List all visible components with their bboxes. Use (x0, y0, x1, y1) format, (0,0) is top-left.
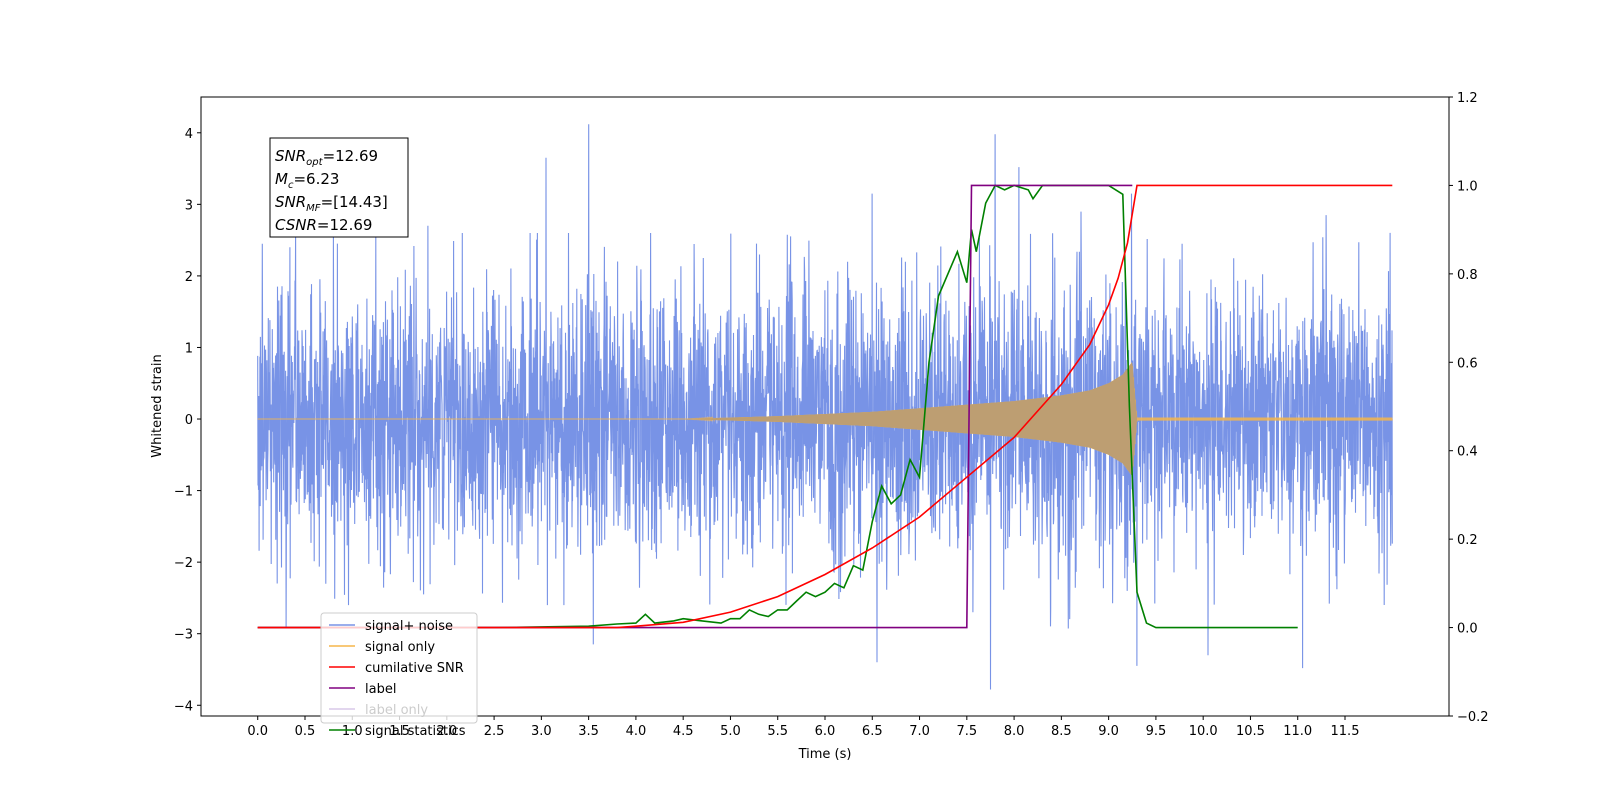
annotation-symbol: SNR (275, 193, 306, 211)
y-tick-label: 0 (185, 413, 193, 428)
y2-tick-label: 0.6 (1457, 356, 1478, 371)
x-tick-label: 10.0 (1189, 724, 1218, 739)
annotation-value: =12.69 (317, 216, 373, 234)
x-tick-label: 9.5 (1146, 724, 1167, 739)
annotation-symbol: CSNR (275, 216, 317, 234)
x-tick-label: 8.0 (1004, 724, 1025, 739)
y2-tick-label: 0.0 (1457, 622, 1478, 637)
annotation-line: SNRMF=[14.43] (275, 193, 388, 214)
x-tick-label: 3.5 (578, 724, 599, 739)
x-tick-label: 4.5 (673, 724, 694, 739)
x-tick-label: 2.5 (484, 724, 505, 739)
x-tick-label: 7.0 (909, 724, 930, 739)
x-tick-label: 2.0 (436, 724, 457, 739)
x-axis: 0.0 0.5 1.0 1.5 2.0 2.5 3.0 3.5 4.0 4.5 5.0 5.5 6.0 6… (247, 716, 1359, 739)
annotation-frame (269, 137, 409, 238)
y-tick-label: 1 (185, 341, 193, 356)
y-tick-label: 4 (185, 127, 193, 142)
x-tick-label: 6.5 (862, 724, 883, 739)
x-tick-label: 8.5 (1051, 724, 1072, 739)
y-tick-label: −4 (174, 699, 193, 714)
annotation-subscript: MF (306, 203, 321, 214)
legend-entry: label only (365, 703, 428, 718)
annotation-value: =[14.43] (321, 193, 388, 211)
x-tick-label: 1.0 (342, 724, 363, 739)
x-tick-label: 11.5 (1331, 724, 1360, 739)
y-tick-label: 3 (185, 198, 193, 213)
plot-area (257, 124, 1393, 690)
annotation-box: SNRopt=12.69Mc=6.23SNRMF=[14.43]CSNR=12.… (269, 137, 409, 238)
x-axis-label: Time (s) (798, 747, 852, 762)
y-tick-label: −1 (174, 485, 193, 500)
y-tick-label: −2 (174, 556, 193, 571)
y-axis-right: −0.2 0.0 0.2 0.4 0.6 0.8 1.0 1.2 (1449, 91, 1489, 725)
y-axis-label: Whitened strain (150, 354, 165, 457)
annotation-line: Mc=6.23 (275, 170, 339, 191)
annotation-value: =6.23 (293, 170, 339, 188)
annotation-line: CSNR=12.69 (275, 216, 372, 234)
legend-entry: label (365, 682, 396, 697)
y2-tick-label: 1.2 (1457, 91, 1478, 106)
legend: signal+ noise signal only cumilative SNR la… (320, 612, 478, 739)
y-tick-label: 2 (185, 270, 193, 285)
x-tick-label: 7.5 (956, 724, 977, 739)
y2-tick-label: −0.2 (1457, 710, 1489, 725)
x-tick-label: 11.0 (1283, 724, 1312, 739)
legend-frame (320, 612, 478, 724)
x-tick-label: 6.0 (815, 724, 836, 739)
legend-entry: signal statistics (365, 724, 466, 739)
x-tick-label: 1.5 (389, 724, 410, 739)
annotation-line: SNRopt=12.69 (275, 147, 378, 168)
y-axis-left: −4 −3 −2 −1 0 1 2 3 4 (174, 127, 201, 714)
y-tick-label: −3 (174, 628, 193, 643)
series-signal-only-fill (683, 363, 1137, 475)
y2-tick-label: 0.4 (1457, 445, 1478, 460)
y2-tick-label: 0.2 (1457, 533, 1478, 548)
annotation-symbol: M (275, 170, 288, 188)
series-cumilative-snr (257, 184, 1393, 629)
x-tick-label: 0.5 (295, 724, 316, 739)
x-tick-label: 4.0 (626, 724, 647, 739)
series-signal-noise (257, 124, 1393, 690)
annotation-subscript: c (288, 180, 294, 191)
legend-entry: signal only (365, 640, 435, 655)
annotation-value: =12.69 (323, 147, 379, 165)
legend-entry: signal+ noise (365, 619, 453, 634)
series-layer (257, 124, 1393, 690)
legend-entry: cumilative SNR (365, 661, 464, 676)
x-tick-label: 9.0 (1098, 724, 1119, 739)
x-tick-label: 10.5 (1236, 724, 1265, 739)
y2-tick-label: 1.0 (1457, 179, 1478, 194)
series-signal-statistics (257, 184, 1298, 629)
x-tick-label: 5.5 (767, 724, 788, 739)
annotation-symbol: SNR (275, 147, 306, 165)
y2-tick-label: 0.8 (1457, 268, 1478, 283)
annotation-subscript: opt (306, 157, 323, 168)
x-tick-label: 0.0 (247, 724, 268, 739)
x-tick-label: 3.0 (531, 724, 552, 739)
x-tick-label: 5.0 (720, 724, 741, 739)
